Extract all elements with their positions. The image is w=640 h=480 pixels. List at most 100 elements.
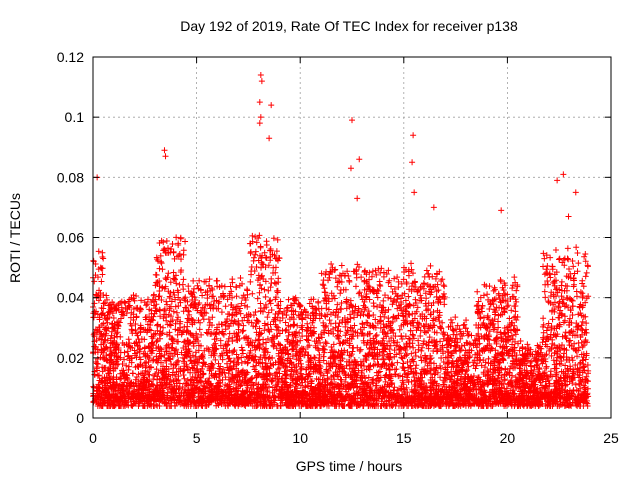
data-point <box>174 253 181 260</box>
data-point <box>380 321 387 328</box>
data-point <box>420 285 427 292</box>
data-point <box>273 402 280 409</box>
data-point <box>419 344 426 351</box>
data-point <box>222 374 229 381</box>
data-point <box>165 270 172 277</box>
data-point <box>486 306 493 313</box>
data-point <box>431 329 438 336</box>
data-point <box>481 364 488 371</box>
data-point <box>269 384 276 391</box>
data-point <box>256 232 263 239</box>
data-point <box>504 291 511 298</box>
data-point <box>173 338 180 345</box>
data-point <box>168 298 175 305</box>
data-point <box>276 308 283 315</box>
data-point <box>566 338 572 345</box>
data-point <box>103 292 110 299</box>
data-point <box>214 277 221 284</box>
data-point <box>212 340 219 347</box>
data-point <box>512 308 519 315</box>
data-point <box>323 340 330 347</box>
data-point <box>144 296 151 303</box>
data-point <box>180 308 187 315</box>
data-point <box>326 317 333 324</box>
data-point <box>418 357 425 364</box>
data-point <box>574 250 581 257</box>
data-point <box>91 300 98 307</box>
data-point <box>546 380 553 387</box>
data-point <box>579 290 586 297</box>
data-point <box>222 303 229 310</box>
data-point <box>199 371 206 378</box>
data-point <box>233 293 240 300</box>
data-point <box>285 296 292 303</box>
data-point <box>547 254 554 261</box>
data-point <box>263 238 270 245</box>
chart-title: Day 192 of 2019, Rate Of TEC Index for r… <box>180 18 518 34</box>
data-point <box>264 314 271 321</box>
data-point <box>266 354 273 361</box>
data-point <box>107 356 114 363</box>
data-point <box>377 283 384 290</box>
data-point <box>289 353 296 360</box>
data-point <box>542 294 549 301</box>
data-point <box>582 337 589 344</box>
data-point <box>269 355 276 362</box>
data-point <box>285 329 292 336</box>
data-point <box>158 258 165 265</box>
data-point <box>438 354 445 361</box>
data-point <box>284 357 291 364</box>
data-point <box>579 318 586 325</box>
data-point <box>224 352 231 359</box>
data-point <box>400 276 407 283</box>
data-point <box>404 358 411 365</box>
data-point <box>317 371 324 378</box>
data-point <box>543 252 550 259</box>
data-point <box>548 346 555 353</box>
data-point <box>249 290 256 297</box>
data-point <box>413 370 420 377</box>
data-point <box>252 233 259 240</box>
data-point <box>556 255 563 262</box>
data-point <box>265 287 272 294</box>
data-point <box>447 316 454 323</box>
data-point <box>500 344 507 351</box>
data-point <box>573 293 580 300</box>
data-point <box>490 287 497 294</box>
data-point <box>270 235 277 242</box>
data-point <box>234 332 241 339</box>
data-point <box>125 336 132 343</box>
data-point <box>100 320 107 327</box>
data-point <box>506 315 513 322</box>
data-point <box>133 313 140 320</box>
data-point <box>544 277 551 284</box>
data-point <box>221 293 228 300</box>
data-point <box>474 288 481 295</box>
data-point <box>352 283 359 290</box>
data-point <box>187 377 194 384</box>
data-point <box>358 274 365 281</box>
data-point <box>219 376 226 383</box>
data-point <box>110 314 117 321</box>
data-point <box>164 384 171 391</box>
data-point <box>470 362 477 369</box>
data-point <box>336 272 343 279</box>
data-point <box>414 304 421 311</box>
data-point <box>416 297 423 304</box>
data-point <box>563 354 570 361</box>
data-point <box>420 340 427 347</box>
data-point <box>321 349 328 356</box>
data-point <box>509 285 516 292</box>
data-point <box>250 254 257 261</box>
data-point <box>316 335 323 342</box>
data-point <box>237 310 244 317</box>
data-point <box>377 317 384 324</box>
data-point <box>210 293 217 300</box>
data-point <box>229 334 236 341</box>
data-point <box>573 244 580 251</box>
data-point <box>454 339 461 346</box>
data-point <box>91 330 98 337</box>
data-point <box>264 335 271 342</box>
data-point <box>495 292 502 299</box>
data-point <box>98 278 105 285</box>
